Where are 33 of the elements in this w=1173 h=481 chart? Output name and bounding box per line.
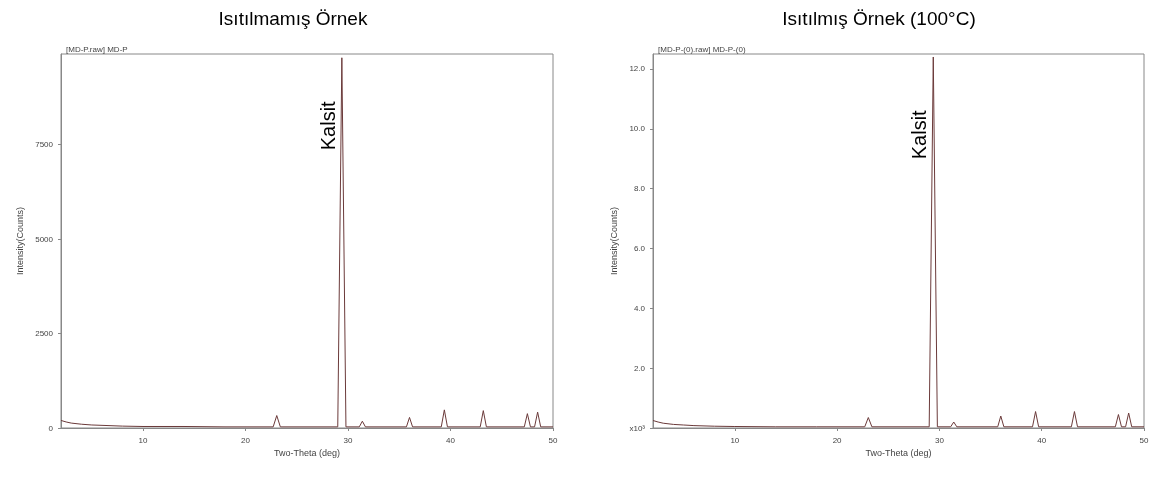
- x-tick-label: 10: [138, 435, 148, 445]
- y-axis-title: Intensity(Counts): [609, 206, 620, 276]
- y-tick-label: 7500: [35, 140, 54, 150]
- y-tick-label: 6.0: [633, 243, 646, 253]
- x-tick-label: 30: [343, 435, 353, 445]
- x-tick-label: 10: [730, 435, 740, 445]
- y-tick-label: 10.0: [629, 124, 646, 134]
- y-tick-label: 2.0: [633, 363, 646, 373]
- x-tick-label: 50: [548, 435, 558, 445]
- chart-subtitle: [MD-P-(0).raw] MD-P-(0): [658, 44, 746, 54]
- x-tick-label: 40: [446, 435, 456, 445]
- y-tick-label: 4.0: [633, 303, 646, 313]
- line-series: [652, 56, 1145, 428]
- x-tick-label: 40: [1037, 435, 1047, 445]
- x-tick-label: 20: [241, 435, 251, 445]
- x-tick-label: 30: [934, 435, 945, 445]
- chart-title: Isıtılmamış Örnek: [218, 8, 368, 29]
- y-tick-label: 0: [48, 423, 54, 433]
- x-tick-label: 20: [832, 435, 843, 445]
- annotation: Kalsit: [316, 100, 339, 151]
- chart-subtitle: [MD-P.raw] MD-P: [66, 44, 128, 54]
- x-axis-title: Two-Theta (deg): [865, 448, 932, 459]
- y-tick-label: 8.0: [633, 184, 646, 194]
- annotation: Kalsit: [908, 109, 931, 160]
- x-axis-title: Two-Theta (deg): [273, 448, 341, 459]
- line-series: [60, 57, 554, 428]
- chart-title: Isıtılmış Örnek (100°C): [782, 8, 976, 29]
- y-tick-label: 5000: [35, 234, 54, 244]
- y-axis-title: Intensity(Counts): [14, 206, 25, 276]
- y-tick-label: 2500: [35, 329, 54, 339]
- y-tick-label: x10³: [629, 423, 646, 433]
- y-tick-label: 12.0: [629, 64, 646, 74]
- x-tick-label: 50: [1139, 435, 1149, 445]
